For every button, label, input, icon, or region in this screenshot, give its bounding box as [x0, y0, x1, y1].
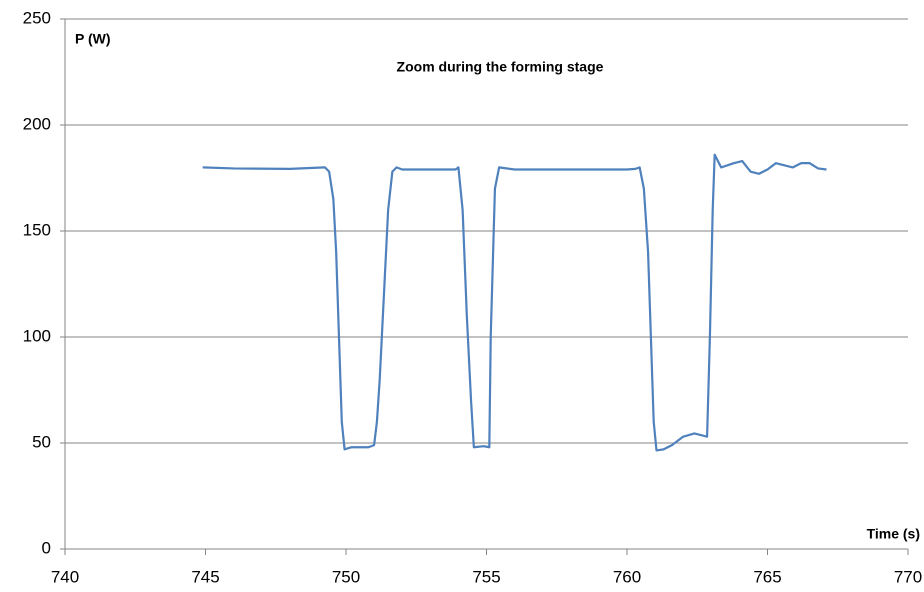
y-tick-label: 50: [32, 432, 51, 451]
x-tick-label: 750: [332, 567, 360, 586]
chart-title: Zoom during the forming stage: [397, 59, 604, 75]
y-tick-label: 0: [42, 538, 51, 557]
y-tick-label: 100: [23, 326, 51, 345]
data-line: [202, 153, 827, 452]
x-tick-label: 760: [613, 567, 641, 586]
x-tick-label: 745: [191, 567, 219, 586]
x-tick-label: 770: [894, 567, 922, 586]
x-tick-label: 765: [753, 567, 781, 586]
y-axis-label: P (W): [75, 31, 111, 47]
x-tick-label: 755: [472, 567, 500, 586]
x-axis-label: Time (s): [867, 526, 920, 542]
y-tick-label: 250: [23, 8, 51, 27]
y-tick-label: 200: [23, 114, 51, 133]
x-tick-label: 740: [51, 567, 79, 586]
y-tick-label: 150: [23, 220, 51, 239]
